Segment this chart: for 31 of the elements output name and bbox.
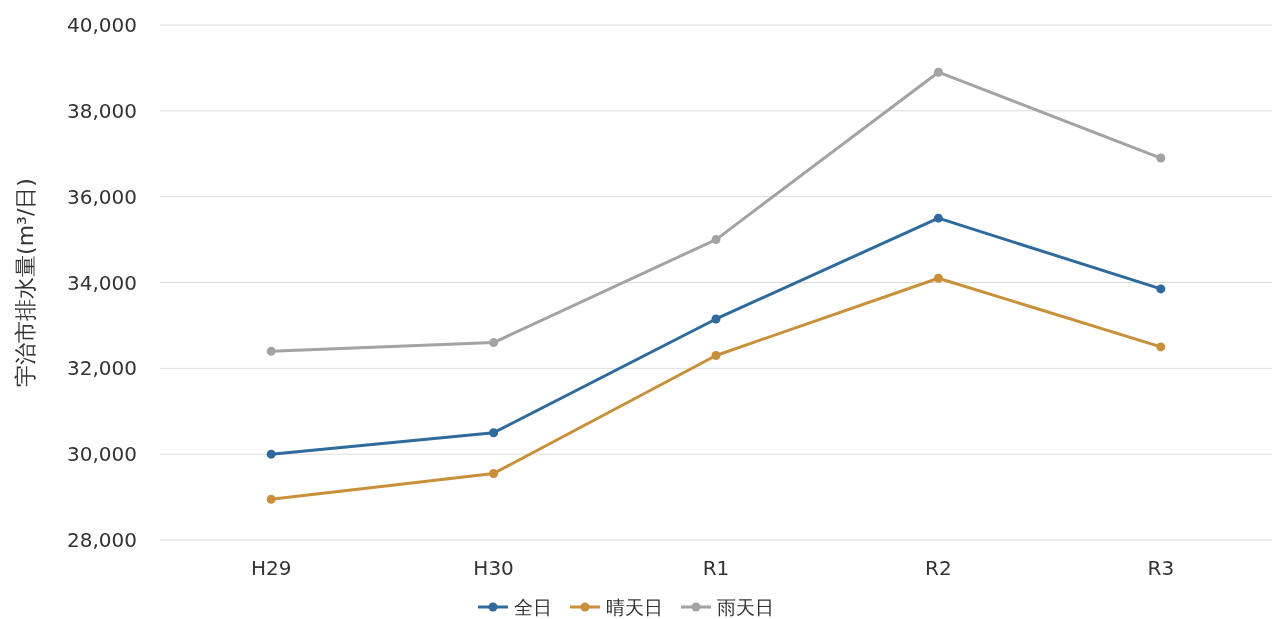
y-tick-label: 34,000 [67,270,137,295]
point [266,494,276,504]
y-tick-label: 32,000 [67,356,137,381]
point [711,235,721,245]
point [489,428,499,438]
point [933,273,943,283]
legend-label: 全日 [514,596,552,618]
point [266,346,276,356]
point [1156,342,1166,352]
x-tick-label: R3 [1147,556,1175,580]
point [711,314,721,324]
point [489,338,499,348]
y-tick-label: 40,000 [67,13,137,37]
y-tick-label: 38,000 [67,98,137,123]
x-tick-label: R1 [702,556,730,580]
point [266,449,276,459]
y-tick-label: 28,000 [67,528,137,552]
point [933,67,943,77]
point [933,213,943,223]
y-axis-title: 宇治市排水量(m³/日) [13,178,38,387]
y-tick-label: 36,000 [67,184,137,209]
legend-label: 晴天日 [606,596,663,618]
y-tick-label: 30,000 [67,442,137,467]
point [1156,153,1166,163]
point [489,468,499,478]
point [711,350,721,360]
x-tick-label: H30 [473,556,514,580]
x-tick-label: H29 [250,556,292,580]
legend-label: 雨天日 [717,596,774,618]
x-tick-label: R2 [925,556,952,580]
point [1156,284,1166,294]
